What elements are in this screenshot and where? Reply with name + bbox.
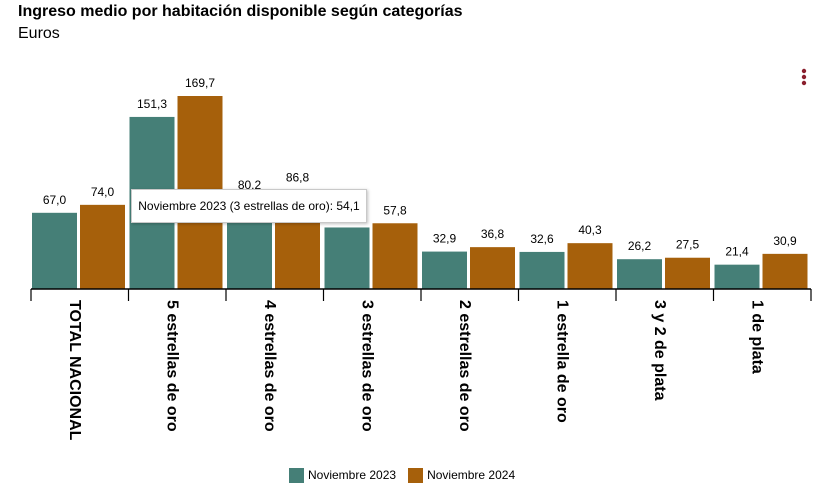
menu-dot — [801, 74, 807, 80]
bar-2023[interactable] — [617, 259, 662, 289]
data-label: 40,3 — [578, 223, 602, 237]
bar-2024[interactable] — [567, 243, 613, 289]
data-label: 21,4 — [725, 245, 749, 259]
data-label: 151,3 — [137, 97, 167, 111]
bar-2023[interactable] — [519, 251, 565, 289]
bar-2024[interactable] — [80, 204, 125, 289]
data-label: 26,2 — [628, 239, 652, 253]
data-label: 74,0 — [91, 185, 115, 199]
data-label: 57,8 — [383, 203, 407, 217]
data-label: 86,8 — [286, 170, 310, 184]
chart-subtitle: Euros — [18, 25, 60, 42]
bar-2024[interactable] — [372, 223, 418, 289]
bar-2023[interactable] — [714, 264, 760, 289]
x-tick-label: 3 y 2 de plata — [651, 300, 668, 401]
legend-label-2024: Noviembre 2024 — [427, 468, 516, 482]
data-label: 36,8 — [481, 227, 505, 241]
bar-2023[interactable] — [32, 212, 77, 289]
legend-item-2024[interactable]: Noviembre 2024 — [408, 467, 516, 483]
bar-2024[interactable] — [470, 247, 515, 289]
x-tick-label: 4 estrellas de oro — [261, 300, 278, 432]
legend-label-2023: Noviembre 2023 — [308, 468, 397, 482]
x-tick-label: 5 estrellas de oro — [163, 300, 180, 432]
data-label: 27,5 — [676, 238, 700, 252]
data-label: 32,9 — [433, 232, 457, 246]
vertical-dots-menu-icon[interactable] — [799, 68, 809, 88]
x-tick-label: 1 estrella de oro — [553, 300, 570, 423]
legend-swatch-2023 — [289, 467, 304, 483]
x-tick-label: 2 estrellas de oro — [456, 300, 473, 432]
data-label: 32,6 — [530, 232, 554, 246]
bar-2023[interactable] — [422, 251, 467, 289]
data-label: 169,7 — [185, 76, 215, 90]
x-tick-label: 3 estrellas de oro — [358, 300, 375, 432]
menu-dot — [801, 68, 807, 74]
bar-2024[interactable] — [762, 253, 808, 289]
chart-legend: Noviembre 2023 Noviembre 2024 — [289, 466, 527, 484]
bar-2023[interactable] — [324, 227, 370, 289]
bar-2024[interactable] — [665, 257, 710, 289]
data-label: 30,9 — [773, 234, 797, 248]
legend-swatch-2024 — [408, 467, 424, 483]
bar-chart: 67,0 74,0 TOTAL NACIONAL 151,3 169,7 5 estrel… — [30, 76, 812, 441]
data-label: 80,2 — [238, 178, 262, 192]
x-tick-label: TOTAL NACIONAL — [66, 300, 83, 441]
x-tick-label: 1 de plata — [748, 300, 765, 374]
chart-title: Ingreso medio por habitación disponible … — [18, 3, 463, 20]
menu-dot — [801, 80, 807, 86]
bar-tooltip: Noviembre 2023 (3 estrellas de oro): 54,… — [131, 189, 367, 223]
data-label: 67,0 — [43, 193, 67, 207]
legend-item-2023[interactable]: Noviembre 2023 — [289, 467, 397, 483]
